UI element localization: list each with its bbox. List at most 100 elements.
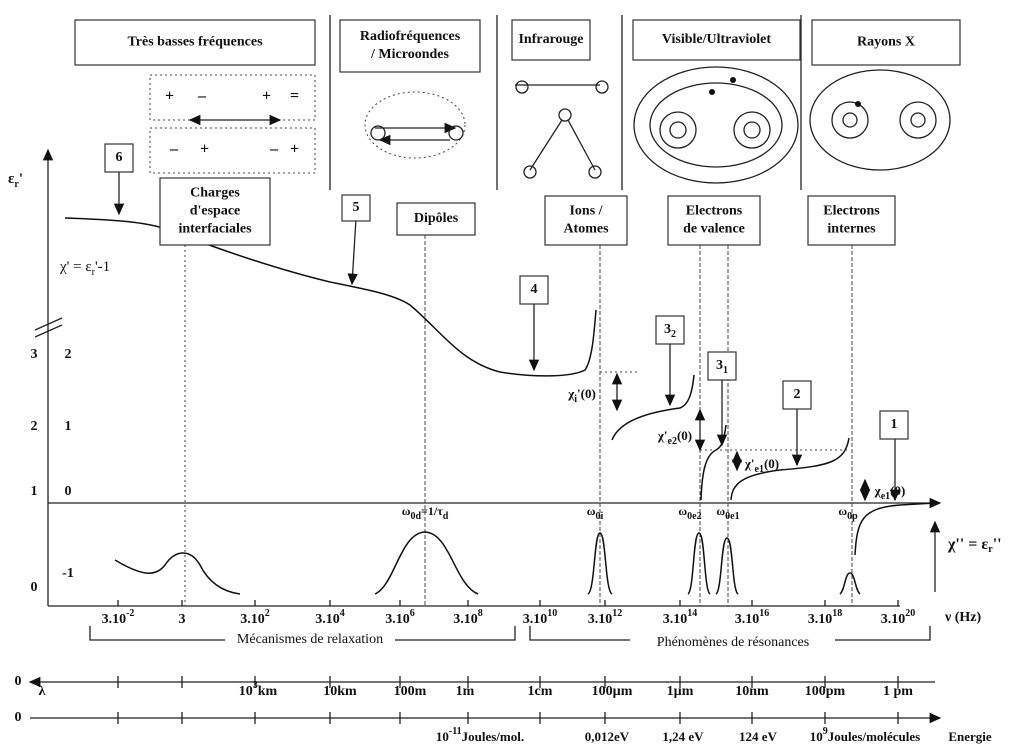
charge-sign: + xyxy=(262,88,271,105)
x-tick-label: 3.1016 xyxy=(735,608,770,627)
wavelength-label-part: 100pm xyxy=(805,684,846,699)
eps-tick-label: 1 xyxy=(31,484,38,499)
chi-tick-label: -1 xyxy=(62,566,74,581)
susceptibility-label: χ'e2(0) xyxy=(657,428,692,447)
wavelength-label-part: 1µm xyxy=(667,684,694,699)
energy-label-part: Energie xyxy=(948,729,992,744)
x-tick-label-part: 3.10 xyxy=(523,612,548,627)
wavelength-label: 10nm xyxy=(735,684,769,699)
charge-sign: – xyxy=(269,141,279,158)
resonance-label: ω0i xyxy=(587,504,604,523)
susceptibility-label-part: (0) xyxy=(764,456,779,471)
susceptibility-label-part: (0) xyxy=(890,483,905,498)
wavelength-label: 1 pm xyxy=(883,684,913,699)
energy-label: 1,24 eV xyxy=(662,729,704,744)
chi-axis-label-part: '-1 xyxy=(95,259,110,275)
marker-box xyxy=(782,380,812,410)
x-tick-label-part: 3.10 xyxy=(240,612,265,627)
susceptibility-label-part: e2 xyxy=(668,436,677,447)
marker-label: 31 xyxy=(716,358,728,376)
wavelength-label-part: 10 xyxy=(239,684,253,699)
loss-axis-label-part: χ'' = ε xyxy=(947,536,988,553)
energy-label-part: -11 xyxy=(449,726,462,737)
x-tick-label: 3.1018 xyxy=(808,608,843,627)
energy-label-part: Joules/mol. xyxy=(462,729,524,744)
y-axis-label: εr' xyxy=(8,171,23,190)
susceptibility-label-part: e1 xyxy=(755,464,764,475)
x-tick-label-part: 3.10 xyxy=(453,612,478,627)
marker-box xyxy=(655,315,685,345)
mechanism-label-box xyxy=(667,195,761,246)
bracket-label: Mécanismes de relaxation xyxy=(237,632,383,647)
marker-box xyxy=(104,143,134,173)
x-tick-label-part: 3.10 xyxy=(588,612,613,627)
wavelength-label-part: 1m xyxy=(456,684,475,699)
permittivity-curve xyxy=(611,374,695,441)
x-tick-label: 3.102 xyxy=(240,608,270,627)
wavelength-label: 100pm xyxy=(805,684,846,699)
resonance-label: ω0e2 xyxy=(678,504,701,523)
x-tick-label-part: 2 xyxy=(265,608,270,619)
energy-origin: 0 xyxy=(15,710,22,725)
loss-axis-label: χ'' = εr'' xyxy=(947,536,1002,556)
region-title: Très basses fréquences xyxy=(127,35,263,50)
permittivity-curve xyxy=(854,502,936,556)
resonance-label-part: 0p xyxy=(847,511,858,522)
resonance-label-part: 0i xyxy=(596,511,604,522)
wavelength-label: 1µm xyxy=(667,684,694,699)
x-tick-label-part: 3 xyxy=(179,612,186,627)
energy-label: 109Joules/molécules xyxy=(810,726,920,744)
energy-label: 124 eV xyxy=(739,729,778,744)
wavelength-label: 1cm xyxy=(528,684,553,699)
marker-arrows xyxy=(113,172,901,502)
marker-box xyxy=(879,410,909,440)
mechanism-label: Electrons xyxy=(686,204,743,219)
susceptibility-label: χi'(0) xyxy=(567,386,596,405)
mechanism-label-box xyxy=(396,202,476,236)
x-tick-label-part: 20 xyxy=(905,608,915,619)
eps-tick-label: 2 xyxy=(31,419,38,434)
energy-label: 0,012eV xyxy=(585,729,630,744)
wavelength-label: 103km xyxy=(239,680,278,699)
marker-label-part: 1 xyxy=(891,417,898,432)
resonance-label-part: ω xyxy=(402,504,411,518)
wavelength-label-part: λ xyxy=(39,684,46,699)
energy-label-part: 10 xyxy=(810,729,823,744)
energy-label-part: 9 xyxy=(823,726,828,737)
y-axis-label-part: ' xyxy=(19,171,23,187)
region-title-box xyxy=(511,19,591,61)
resonance-label: ω0p xyxy=(838,504,858,523)
guide-lines xyxy=(184,235,853,606)
marker-label: 6 xyxy=(116,150,123,165)
x-tick-label-part: 14 xyxy=(687,608,697,619)
mechanism-label-box xyxy=(544,195,628,246)
chi-axis-label-part: χ' = ε xyxy=(59,259,92,275)
charge-sign: – xyxy=(197,88,207,105)
susceptibility-label: χ'e1(0) xyxy=(744,456,779,475)
mechanism-label: Dipôles xyxy=(414,211,459,226)
resonance-label: ω0e1 xyxy=(716,504,739,523)
marker-label: 1 xyxy=(891,417,898,432)
region-title-box xyxy=(632,19,801,61)
x-tick-label: 3.104 xyxy=(315,608,345,627)
x-tick-label: 3.1012 xyxy=(588,608,623,627)
wavelength-label-part: 1 pm xyxy=(883,684,913,699)
loss-curve xyxy=(715,537,739,595)
energy-label-part: 0,012eV xyxy=(585,729,630,744)
x-tick-label-part: 3.10 xyxy=(808,612,833,627)
x-tick-label-part: 3.10 xyxy=(881,612,906,627)
loss-curve xyxy=(839,572,861,595)
mechanism-label: Charges xyxy=(190,186,240,201)
chi-axis-label: χ' = εr'-1 xyxy=(59,259,110,278)
susceptibility-label-part: χ' xyxy=(657,428,668,443)
marker-label-part: 6 xyxy=(116,150,123,165)
resonance-label: ω0d=1/τd xyxy=(402,504,449,523)
mechanism-label-box xyxy=(159,177,271,246)
resonance-label-part: ω xyxy=(838,504,847,518)
marker-box xyxy=(341,194,371,222)
energy-label-part: 124 eV xyxy=(739,729,778,744)
resonance-label-part: 0d xyxy=(410,511,421,522)
marker-label-part: 1 xyxy=(723,365,728,376)
wavelength-label-part: 3 xyxy=(253,680,258,691)
